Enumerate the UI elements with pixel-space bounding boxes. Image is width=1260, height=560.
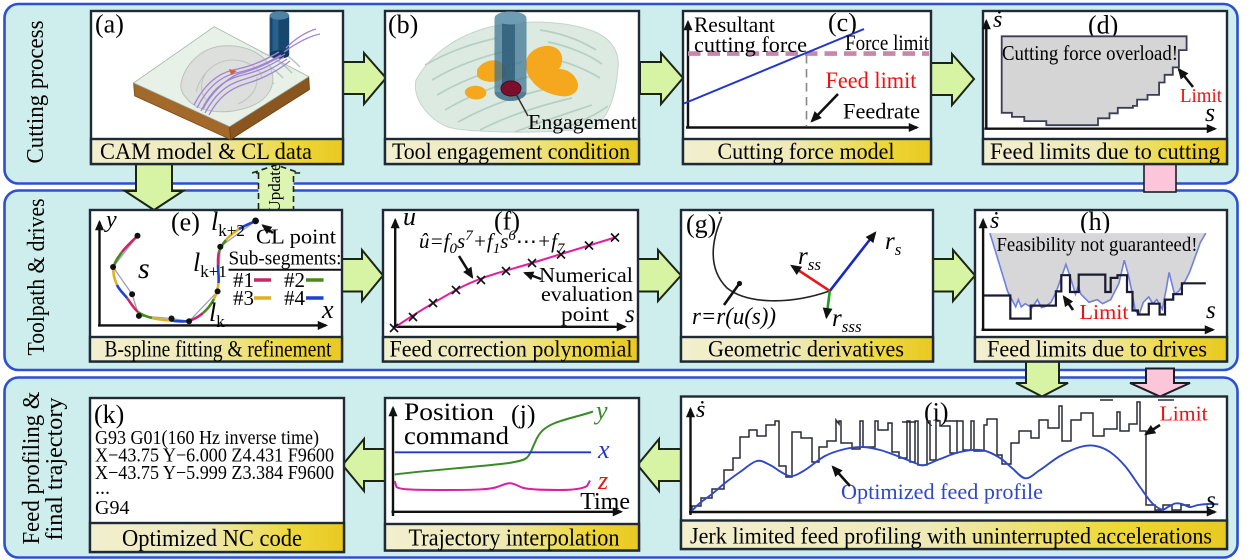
- svg-text:CAM model & CL data: CAM model & CL data: [100, 139, 312, 164]
- svg-text:point: point: [561, 302, 609, 326]
- svg-text:(e): (e): [171, 208, 200, 237]
- svg-text:cutting force: cutting force: [694, 32, 807, 57]
- svg-text:Feed profiling &: Feed profiling &: [19, 391, 45, 544]
- svg-text:x: x: [321, 295, 334, 324]
- svg-text:Resultant: Resultant: [694, 12, 775, 37]
- svg-text:#4: #4: [284, 286, 306, 310]
- svg-text:s: s: [138, 252, 150, 285]
- svg-text:(b): (b): [388, 10, 418, 39]
- svg-text:Limit: Limit: [1180, 85, 1222, 107]
- svg-text:Position: Position: [404, 399, 495, 426]
- svg-text:s: s: [625, 301, 635, 328]
- svg-text:Force limit: Force limit: [845, 30, 929, 55]
- svg-text:s: s: [1206, 297, 1216, 324]
- svg-text:(j): (j): [511, 400, 536, 429]
- svg-text:Feed limits due to drives: Feed limits due to drives: [987, 337, 1207, 362]
- svg-text:Jerk limited feed profiling wi: Jerk limited feed profiling with uninter…: [690, 524, 1212, 549]
- svg-text:(d): (d): [1088, 11, 1118, 40]
- svg-text:Sub-segments:: Sub-segments:: [229, 248, 342, 270]
- svg-text:Limit: Limit: [1160, 402, 1208, 426]
- svg-text:CL point: CL point: [256, 225, 336, 249]
- svg-text:(c): (c): [828, 8, 857, 37]
- svg-text:command: command: [404, 423, 510, 450]
- svg-text:y: y: [104, 207, 117, 233]
- svg-text:Feed limit: Feed limit: [826, 68, 918, 93]
- svg-text:Toolpath & drives: Toolpath & drives: [24, 199, 50, 356]
- svg-text:û=f0s7+f1s6⋯+f7: û=f0s7+f1s6⋯+f7: [419, 228, 566, 257]
- svg-text:#1: #1: [233, 268, 254, 292]
- svg-text:(f): (f): [494, 207, 520, 236]
- svg-text:Time: Time: [580, 489, 630, 515]
- svg-text:Geometric derivatives: Geometric derivatives: [708, 337, 904, 362]
- svg-text:X−43.75 Y−6.000 Z4.431 F9600: X−43.75 Y−6.000 Z4.431 F9600: [95, 445, 334, 467]
- svg-text:Optimized feed profile: Optimized feed profile: [841, 479, 1043, 504]
- svg-text:Limit: Limit: [1080, 300, 1129, 324]
- svg-text:Cutting force model: Cutting force model: [718, 139, 895, 164]
- svg-text:s: s: [1206, 487, 1216, 514]
- svg-text:Feed correction polynomial: Feed correction polynomial: [390, 337, 633, 362]
- svg-text:z: z: [597, 466, 608, 495]
- svg-text:s: s: [1205, 98, 1215, 127]
- svg-text:ṡ: ṡ: [990, 208, 999, 234]
- svg-text:Numerical: Numerical: [539, 263, 633, 287]
- svg-text:(k): (k): [94, 400, 124, 429]
- svg-text:ṡ: ṡ: [696, 397, 705, 423]
- svg-text:(g): (g): [686, 210, 716, 239]
- svg-text:r=r(u(s)): r=r(u(s)): [692, 304, 776, 330]
- svg-text:Optimized NC code: Optimized NC code: [122, 526, 302, 552]
- svg-text:G94: G94: [95, 497, 129, 519]
- svg-text:G93 G01(160 Hz inverse time): G93 G01(160 Hz inverse time): [95, 427, 319, 449]
- svg-text:y: y: [593, 396, 608, 425]
- svg-text:(a): (a): [95, 10, 124, 39]
- svg-text:Engagement: Engagement: [528, 110, 637, 134]
- svg-text:Update: Update: [265, 163, 284, 212]
- svg-text:Feasibility not guaranteed!: Feasibility not guaranteed!: [997, 234, 1198, 256]
- svg-text:#3: #3: [233, 286, 254, 310]
- svg-text:B-spline fitting & refinement: B-spline fitting & refinement: [105, 337, 333, 362]
- svg-text:#2: #2: [284, 268, 305, 292]
- svg-text:Tool engagement condition: Tool engagement condition: [392, 139, 630, 164]
- svg-text:Trajectory interpolation: Trajectory interpolation: [409, 526, 620, 552]
- svg-text:u: u: [403, 202, 416, 231]
- svg-text:final trajectory: final trajectory: [42, 398, 68, 541]
- svg-text:Cutting force overload!: Cutting force overload!: [1002, 41, 1178, 65]
- svg-text:x: x: [597, 435, 610, 464]
- svg-text:Feedrate: Feedrate: [843, 99, 920, 124]
- svg-text:evaluation: evaluation: [541, 282, 634, 306]
- svg-text:ṡ: ṡ: [993, 7, 1002, 33]
- svg-text:(h): (h): [1080, 207, 1110, 236]
- svg-text:Feed limits due to cutting: Feed limits due to cutting: [990, 139, 1220, 164]
- svg-text:...: ...: [95, 477, 110, 499]
- svg-text:Cutting process: Cutting process: [23, 21, 49, 164]
- svg-text:X−43.75 Y−5.999 Z3.384 F9600: X−43.75 Y−5.999 Z3.384 F9600: [95, 462, 334, 484]
